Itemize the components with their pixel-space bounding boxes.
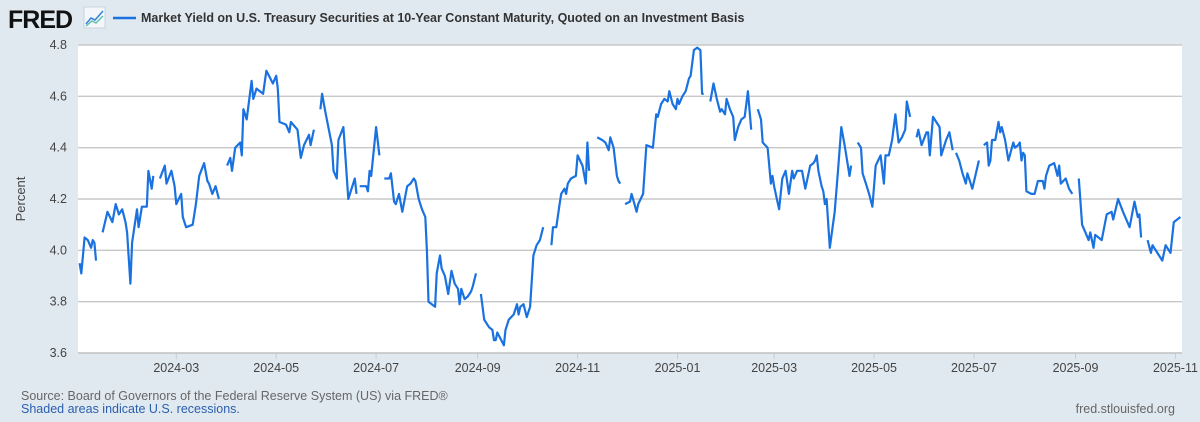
source-note: Source: Board of Governors of the Federa…	[21, 389, 449, 403]
chart-title-legend: Market Yield on U.S. Treasury Securities…	[141, 11, 744, 25]
y-axis-label: Percent	[13, 176, 28, 221]
series-segment	[319, 92, 358, 201]
series-segment	[78, 236, 98, 275]
series-segment	[915, 115, 954, 157]
footer: Source: Board of Governors of the Federa…	[21, 389, 1175, 416]
fred-site-link[interactable]: fred.stlouisfed.org	[1076, 402, 1175, 416]
y-tick-label: 4.4	[50, 141, 67, 155]
x-tick-label: 2024-09	[455, 361, 501, 375]
series-segment	[101, 169, 155, 285]
series-segment	[550, 141, 591, 246]
y-tick-label: 3.6	[50, 346, 67, 360]
series-segment	[1077, 178, 1143, 249]
x-tick-label: 2024-07	[353, 361, 399, 375]
y-tick-label: 4.0	[50, 243, 67, 257]
x-axis-ticks: 2024-03 2024-05 2024-07 2024-09 2024-11 2025-…	[153, 353, 1198, 375]
series-segment	[856, 100, 912, 208]
series-segment	[384, 172, 478, 308]
series-segment	[709, 82, 753, 142]
series-segment	[983, 120, 1074, 195]
series-segment	[479, 226, 545, 347]
fred-logo[interactable]: FRED	[8, 6, 73, 34]
series-segment	[226, 69, 315, 172]
x-tick-label: 2025-07	[951, 361, 997, 375]
x-tick-label: 2024-05	[253, 361, 299, 375]
recessions-link[interactable]: Shaded areas indicate U.S. recessions.	[21, 402, 240, 416]
series-segment	[158, 162, 220, 229]
x-tick-label: 2025-11	[1153, 361, 1198, 375]
x-tick-label: 2024-03	[153, 361, 199, 375]
series-segment	[756, 108, 853, 249]
y-tick-label: 4.8	[50, 38, 67, 52]
series-segment	[1146, 216, 1182, 262]
y-tick-label: 4.2	[50, 192, 67, 206]
y-tick-label: 4.6	[50, 89, 67, 103]
x-tick-label: 2025-01	[655, 361, 701, 375]
series-segment	[596, 136, 622, 185]
series-segment	[954, 152, 980, 190]
x-tick-label: 2025-05	[851, 361, 897, 375]
series-line	[78, 46, 1182, 347]
x-tick-label: 2025-09	[1053, 361, 1099, 375]
header: FRED Market Yield on U.S. Treasury Secur…	[8, 6, 744, 34]
x-tick-label: 2025-03	[751, 361, 797, 375]
y-tick-label: 3.8	[50, 295, 67, 309]
x-tick-label: 2024-11	[555, 361, 600, 375]
series-segment	[359, 126, 381, 193]
y-axis-ticks: 4.8 4.6 4.4 4.2 4.0 3.8 3.6	[50, 38, 67, 360]
chart-line-icon[interactable]	[83, 6, 106, 29]
series-segment	[624, 46, 704, 213]
